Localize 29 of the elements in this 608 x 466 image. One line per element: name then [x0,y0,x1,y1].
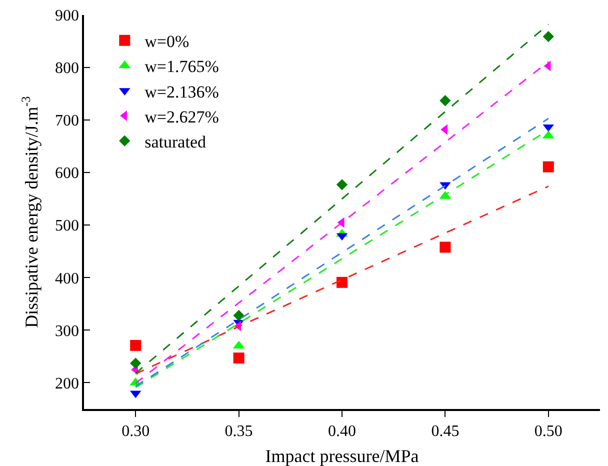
point [233,352,244,364]
x-axis-title: Impact pressure/MPa [265,446,419,466]
legend-label: w=2.627% [144,107,219,126]
x-tick-label: 0.40 [328,422,356,440]
point [130,358,142,369]
y-tick-label: 900 [55,8,80,25]
x-tick-label: 0.45 [431,422,460,440]
point [233,310,244,322]
y-tick-label: 300 [55,322,80,340]
x-tick-label: 0.50 [534,422,562,440]
legend-label: w=1.765% [144,57,219,76]
point [542,161,554,172]
y-tick-label: 700 [55,112,80,130]
y-tick-label: 500 [55,218,80,235]
y-tick-label: 200 [55,375,80,392]
point [440,95,451,106]
x-tick-label: 0.35 [224,422,253,440]
x-tick-label: 0.30 [122,422,150,440]
legend-label: w=0% [144,32,190,52]
y-tick-label: 800 [55,60,80,78]
point [336,276,348,288]
point [440,242,451,253]
legend-label: w=2.136% [144,82,219,102]
y-tick-label: 400 [55,270,80,288]
point [542,30,554,42]
legend-label: saturated [144,132,206,152]
y-tick-label: 600 [55,165,80,182]
point [130,340,142,351]
point [336,179,348,190]
